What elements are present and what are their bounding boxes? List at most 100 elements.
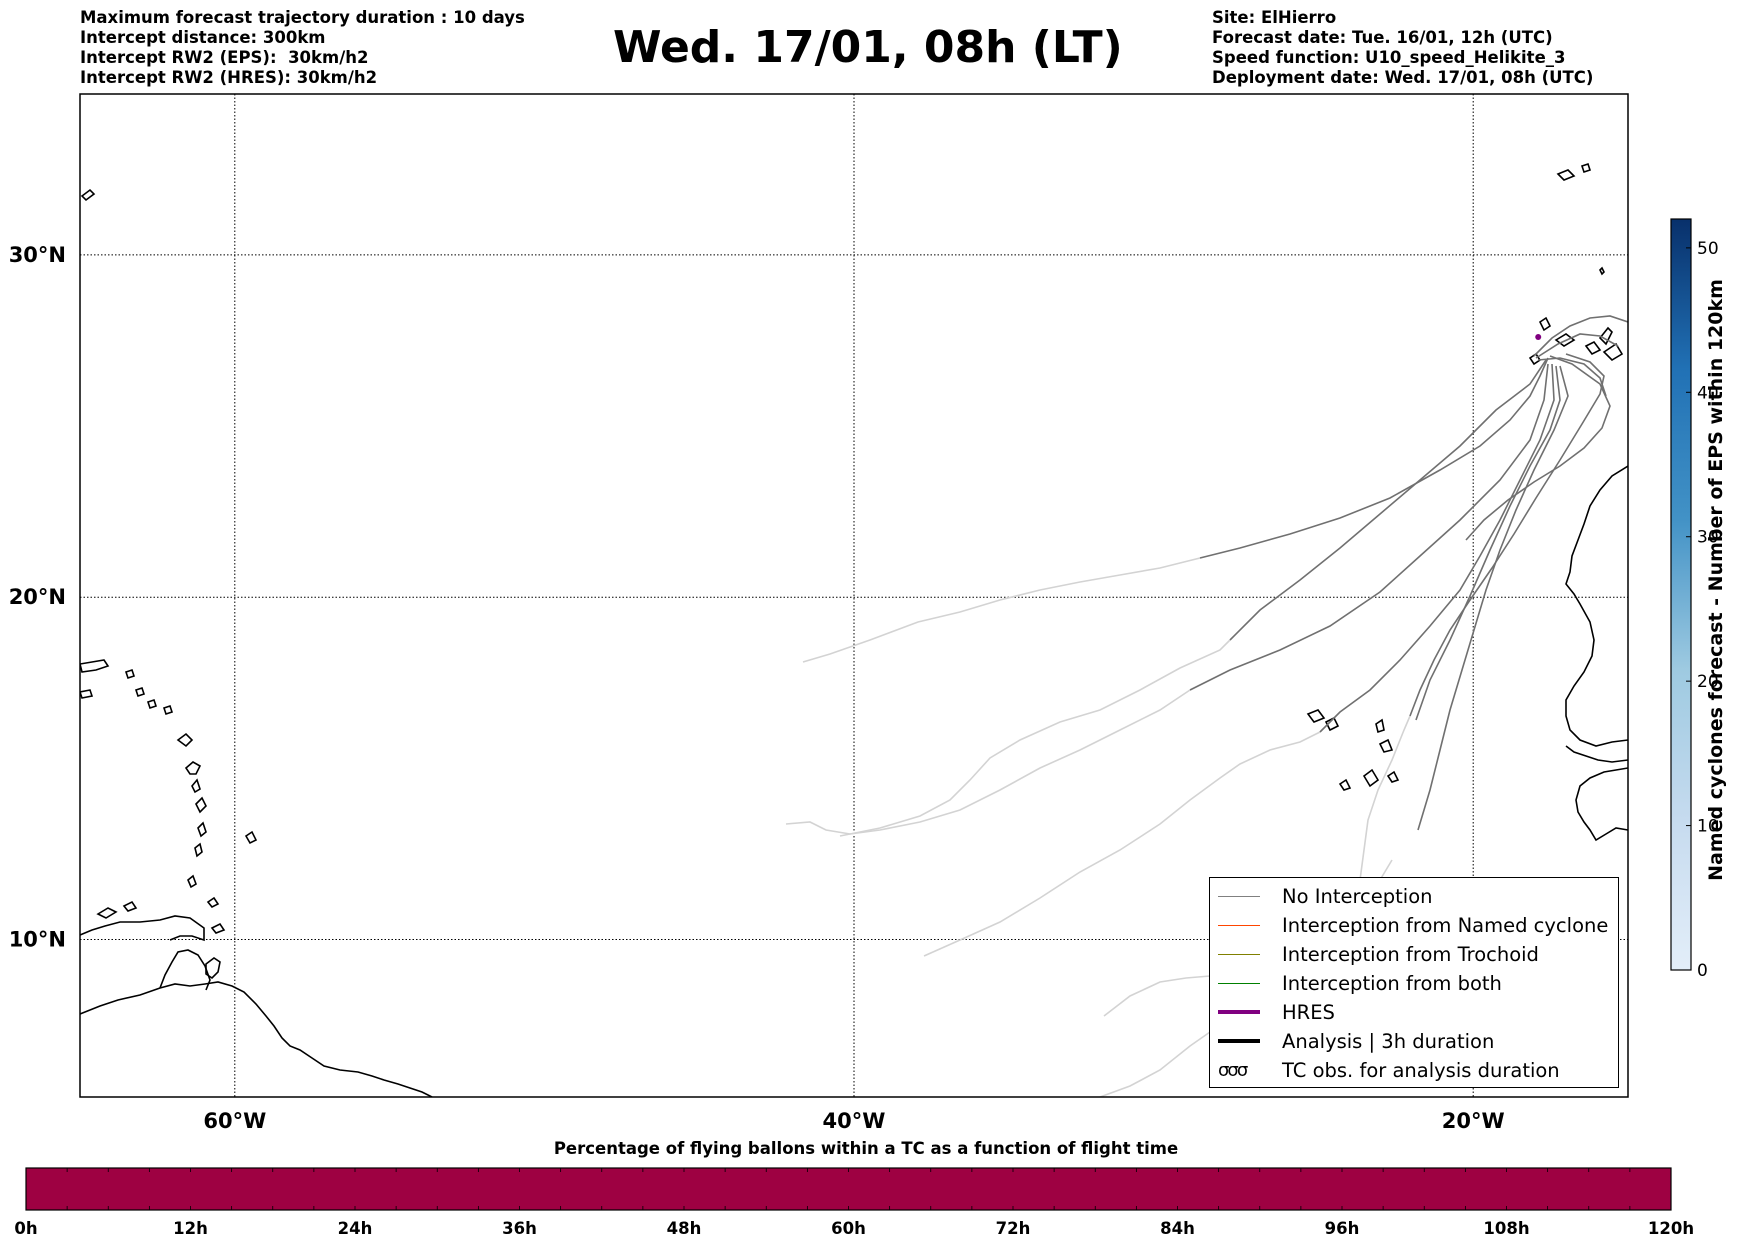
flight-time-tick-label: 24h [338, 1219, 373, 1238]
trajectory-3 [839, 639, 1231, 837]
site-info: Site: ElHierro Forecast date: Tue. 16/01… [1212, 8, 1593, 88]
legend-entry-tc-obs: σσσ TC obs. for analysis duration [1218, 1057, 1560, 1083]
legend-line-icon [1218, 1039, 1260, 1043]
colorbar-tick-label: 20 [1697, 672, 1719, 692]
trajectory-5b [1415, 365, 1561, 721]
legend-line-icon [1218, 924, 1260, 926]
coastline-venezuela [80, 915, 205, 942]
legend-entry-hres: HRES [1218, 999, 1335, 1025]
flight-time-tick-label: 48h [667, 1219, 702, 1238]
island-cape-verde-sal [1375, 718, 1385, 734]
colorbar-tick-label: 50 [1697, 239, 1719, 259]
param-line: Intercept RW2 (EPS): 30km/h2 [80, 48, 369, 67]
flight-time-colorbar-title: Percentage of flying ballons within a TC… [553, 1139, 1179, 1158]
param-line: Maximum forecast trajectory duration : 1… [80, 8, 525, 27]
site-line: Forecast date: Tue. 16/01, 12h (UTC) [1212, 28, 1553, 47]
trajectory-2b [1189, 363, 1549, 691]
trajectory-4b [1319, 363, 1555, 733]
latitude-label: 10°N [9, 928, 66, 952]
eps-colorbar [1670, 218, 1692, 971]
flight-time-tick-label: 0h [14, 1219, 37, 1238]
trajectory-11 [1537, 357, 1607, 397]
trajectory-7b [1409, 353, 1605, 717]
axis-labels: 30°N 20°N 10°N 60°W 40°W 20°W [9, 243, 1505, 1133]
flight-time-colorbar-ticks: 0h 12h 24h 36h 48h 60h 72h 84h 96h 108h 120h [14, 1168, 1694, 1238]
latitude-label: 20°N [9, 585, 66, 609]
legend-line-icon [1218, 953, 1260, 955]
trajectory-6b [1417, 365, 1569, 831]
island-aruba [96, 907, 118, 919]
island-lanzarote [1602, 342, 1624, 362]
legend-label: Interception from Trochoid [1282, 942, 1539, 966]
flight-time-tick-label: 108h [1483, 1219, 1529, 1238]
legend-entry-named-cyclone: Interception from Named cyclone [1218, 912, 1608, 938]
latitude-label: 30°N [9, 243, 66, 267]
island-dominica [191, 778, 201, 794]
flight-time-tick-label: 36h [502, 1219, 537, 1238]
island-cape-verde-maio [1386, 770, 1400, 783]
legend-line-icon [1218, 895, 1260, 897]
trajectory-7 [1359, 715, 1411, 881]
site-line: Speed function: U10_speed_Helikite_3 [1212, 48, 1566, 67]
island-antigua [176, 732, 194, 748]
island-tenerife [1554, 333, 1576, 347]
colorbar-tick-label: 30 [1697, 528, 1719, 548]
longitude-label: 40°W [823, 1109, 886, 1133]
legend-entry-analysis: Analysis | 3h duration [1218, 1028, 1494, 1054]
trajectory-9 [1533, 315, 1628, 357]
legend-line-icon [1218, 982, 1260, 984]
trajectory-3b [1229, 359, 1547, 641]
flight-time-tick-label: 96h [1325, 1219, 1360, 1238]
island-madeira [1556, 169, 1576, 181]
trajectory-8b [1465, 355, 1611, 541]
forecast-parameters: Maximum forecast trajectory duration : 1… [80, 8, 525, 88]
eps-colorbar-title: Named cyclones forecast - Number of EPS … [1705, 279, 1727, 881]
flight-time-colorbar [25, 1167, 1672, 1211]
trajectory-10 [1535, 333, 1619, 359]
island-guadeloupe [184, 761, 202, 775]
island-barbados [244, 830, 258, 845]
island-leeward [134, 686, 146, 698]
flight-time-tick-label: 12h [173, 1219, 208, 1238]
island-martinique [195, 796, 207, 814]
coastline-senegal [1565, 745, 1628, 763]
island-selvagens [1599, 266, 1605, 276]
island-barbuda [162, 704, 174, 716]
island-st-lucia [197, 821, 207, 838]
island-cape-verde-boavista [1378, 738, 1394, 753]
island-small-1 [80, 689, 94, 699]
island-gran-canaria [1584, 340, 1602, 356]
island-cape-verde-fogo [1338, 778, 1352, 791]
eps-colorbar-ticks: 0 10 20 30 40 50 [1686, 239, 1719, 981]
site-line: Deployment date: Wed. 17/01, 08h (UTC) [1212, 68, 1594, 87]
param-line: Intercept distance: 300km [80, 28, 326, 47]
coastline-south-america [80, 981, 433, 1097]
longitude-label: 20°W [1442, 1109, 1505, 1133]
map-frame [79, 93, 1629, 1098]
legend-entry-no-interception: No Interception [1218, 883, 1433, 909]
trajectory-1 [802, 557, 1201, 663]
legend-entry-trochoid: Interception from Trochoid [1218, 941, 1539, 967]
island-cape-verde-santo-antao [1306, 709, 1326, 723]
legend-label: Interception from both [1282, 971, 1502, 995]
island-st-vincent [194, 842, 203, 858]
coastlines [80, 162, 1628, 1097]
trajectory-6 [1099, 1031, 1211, 1097]
colorbar-tick-label: 0 [1697, 961, 1708, 981]
island-puerto-rico [80, 659, 110, 673]
legend-label: Analysis | 3h duration [1282, 1029, 1495, 1053]
legend-line-icon [1218, 1010, 1260, 1014]
param-line: Intercept RW2 (HRES): 30km/h2 [80, 68, 378, 87]
legend-label: No Interception [1282, 884, 1433, 908]
island-la-palma [1538, 316, 1552, 332]
colorbar-tick-label: 10 [1697, 817, 1719, 837]
deployment-site-marker [1535, 334, 1542, 341]
legend-label: Interception from Named cyclone [1282, 913, 1609, 937]
coastline-west-africa [1565, 465, 1628, 747]
map-title: Wed. 17/01, 08h (LT) [613, 22, 1123, 73]
island-porto-santo [1580, 162, 1592, 174]
colorbar-tick-label: 40 [1697, 383, 1719, 403]
site-line: Site: ElHierro [1212, 8, 1337, 27]
trajectory-1b [1199, 357, 1549, 559]
